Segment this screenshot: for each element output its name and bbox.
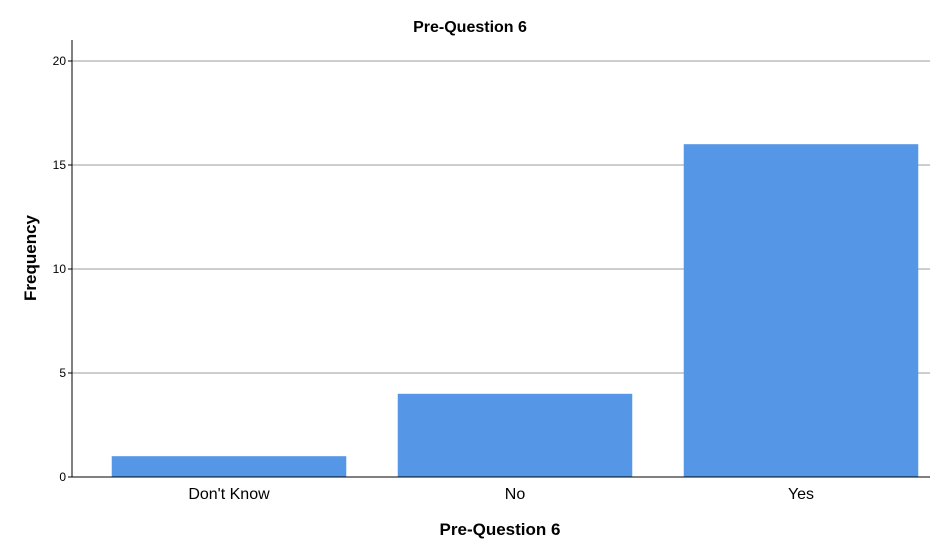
bar	[397, 393, 633, 477]
x-axis-label: Pre-Question 6	[440, 520, 561, 539]
x-tick-label: No	[505, 486, 526, 503]
y-tick-label: 15	[53, 158, 67, 172]
bar	[111, 456, 347, 477]
bars	[111, 144, 919, 477]
x-tick-labels: Don't Know No Yes	[188, 486, 814, 503]
x-tick-label: Don't Know	[188, 486, 270, 503]
x-tick-label: Yes	[788, 486, 814, 503]
y-tick-label: 10	[53, 262, 67, 276]
chart-title: Pre-Question 6	[413, 19, 527, 36]
y-tick-labels: 0 5 10 15 20	[53, 54, 67, 484]
y-tick-label: 5	[59, 366, 66, 380]
axes	[68, 40, 930, 478]
bar	[683, 144, 919, 477]
y-tick-label: 20	[53, 54, 67, 68]
y-axis-label: Frequency	[21, 214, 40, 301]
y-tick-label: 0	[59, 470, 66, 484]
